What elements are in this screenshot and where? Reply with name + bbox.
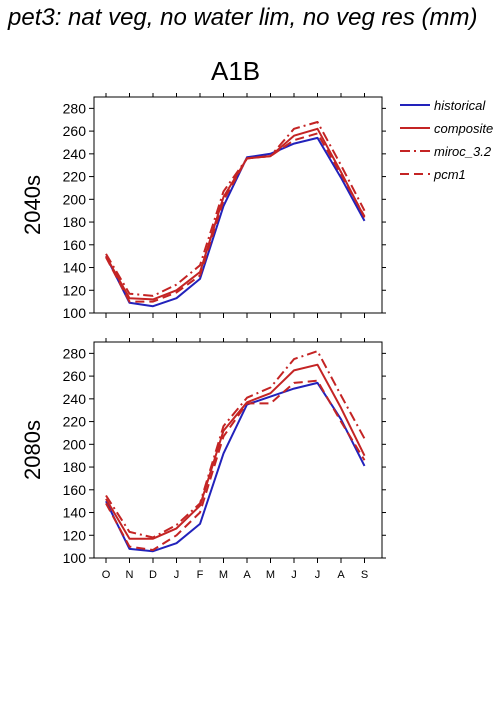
y-tick-label: 100 bbox=[63, 550, 87, 566]
x-tick-label: A bbox=[337, 569, 345, 581]
y-tick-label: 200 bbox=[63, 436, 87, 452]
plot-frame-2040s bbox=[93, 96, 383, 314]
y-tick-label: 120 bbox=[63, 527, 87, 543]
y-tick-label: 160 bbox=[63, 237, 87, 253]
y-tick-label: 220 bbox=[63, 414, 87, 430]
y-tick-label: 180 bbox=[63, 459, 87, 475]
series-line-pcm1 bbox=[105, 379, 366, 551]
x-tick-label: M bbox=[266, 569, 275, 581]
legend-label-composite: composite bbox=[434, 121, 493, 136]
legend-label-historical: historical bbox=[434, 98, 486, 113]
panel-label-2080s: 2080s bbox=[20, 420, 45, 480]
x-tick-label: D bbox=[149, 569, 157, 581]
y-tick-label: 200 bbox=[63, 191, 87, 207]
y-tick-label: 140 bbox=[63, 505, 87, 521]
series-line-historical bbox=[105, 136, 366, 308]
x-tick-label: O bbox=[102, 569, 111, 581]
y-tick-label: 120 bbox=[63, 282, 87, 298]
x-tick-label: J bbox=[315, 569, 321, 581]
series-line-pcm1 bbox=[105, 132, 366, 303]
series-line-historical bbox=[105, 381, 366, 553]
legend-label-pcm1: pcm1 bbox=[433, 167, 466, 182]
x-tick-label: S bbox=[361, 569, 368, 581]
y-tick-label: 260 bbox=[63, 123, 87, 139]
y-tick-label: 280 bbox=[63, 100, 87, 116]
y-tick-label: 140 bbox=[63, 260, 87, 276]
x-tick-label: N bbox=[126, 569, 134, 581]
series-line-miroc_3.2 bbox=[105, 121, 366, 297]
series-line-composite bbox=[105, 127, 366, 301]
y-tick-label: 180 bbox=[63, 214, 87, 230]
y-tick-label: 160 bbox=[63, 482, 87, 498]
y-tick-label: 220 bbox=[63, 169, 87, 185]
x-tick-label: A bbox=[243, 569, 251, 581]
y-tick-label: 260 bbox=[63, 368, 87, 384]
plot-frame-2080s bbox=[93, 341, 383, 559]
y-tick-label: 240 bbox=[63, 146, 87, 162]
chart-title: pet3: nat veg, no water lim, no veg res … bbox=[8, 4, 478, 31]
panel-label-2040s: 2040s bbox=[20, 175, 45, 235]
scenario-label: A1B bbox=[211, 56, 261, 86]
x-tick-label: J bbox=[291, 569, 297, 581]
y-tick-label: 280 bbox=[63, 345, 87, 361]
series-line-miroc_3.2 bbox=[105, 350, 366, 539]
y-tick-label: 100 bbox=[63, 305, 87, 321]
series-line-composite bbox=[105, 363, 366, 540]
y-tick-label: 240 bbox=[63, 391, 87, 407]
x-tick-label: J bbox=[174, 569, 180, 581]
legend-label-miroc_3.2: miroc_3.2 bbox=[434, 144, 492, 159]
x-tick-label: M bbox=[219, 569, 228, 581]
x-tick-label: F bbox=[197, 569, 204, 581]
